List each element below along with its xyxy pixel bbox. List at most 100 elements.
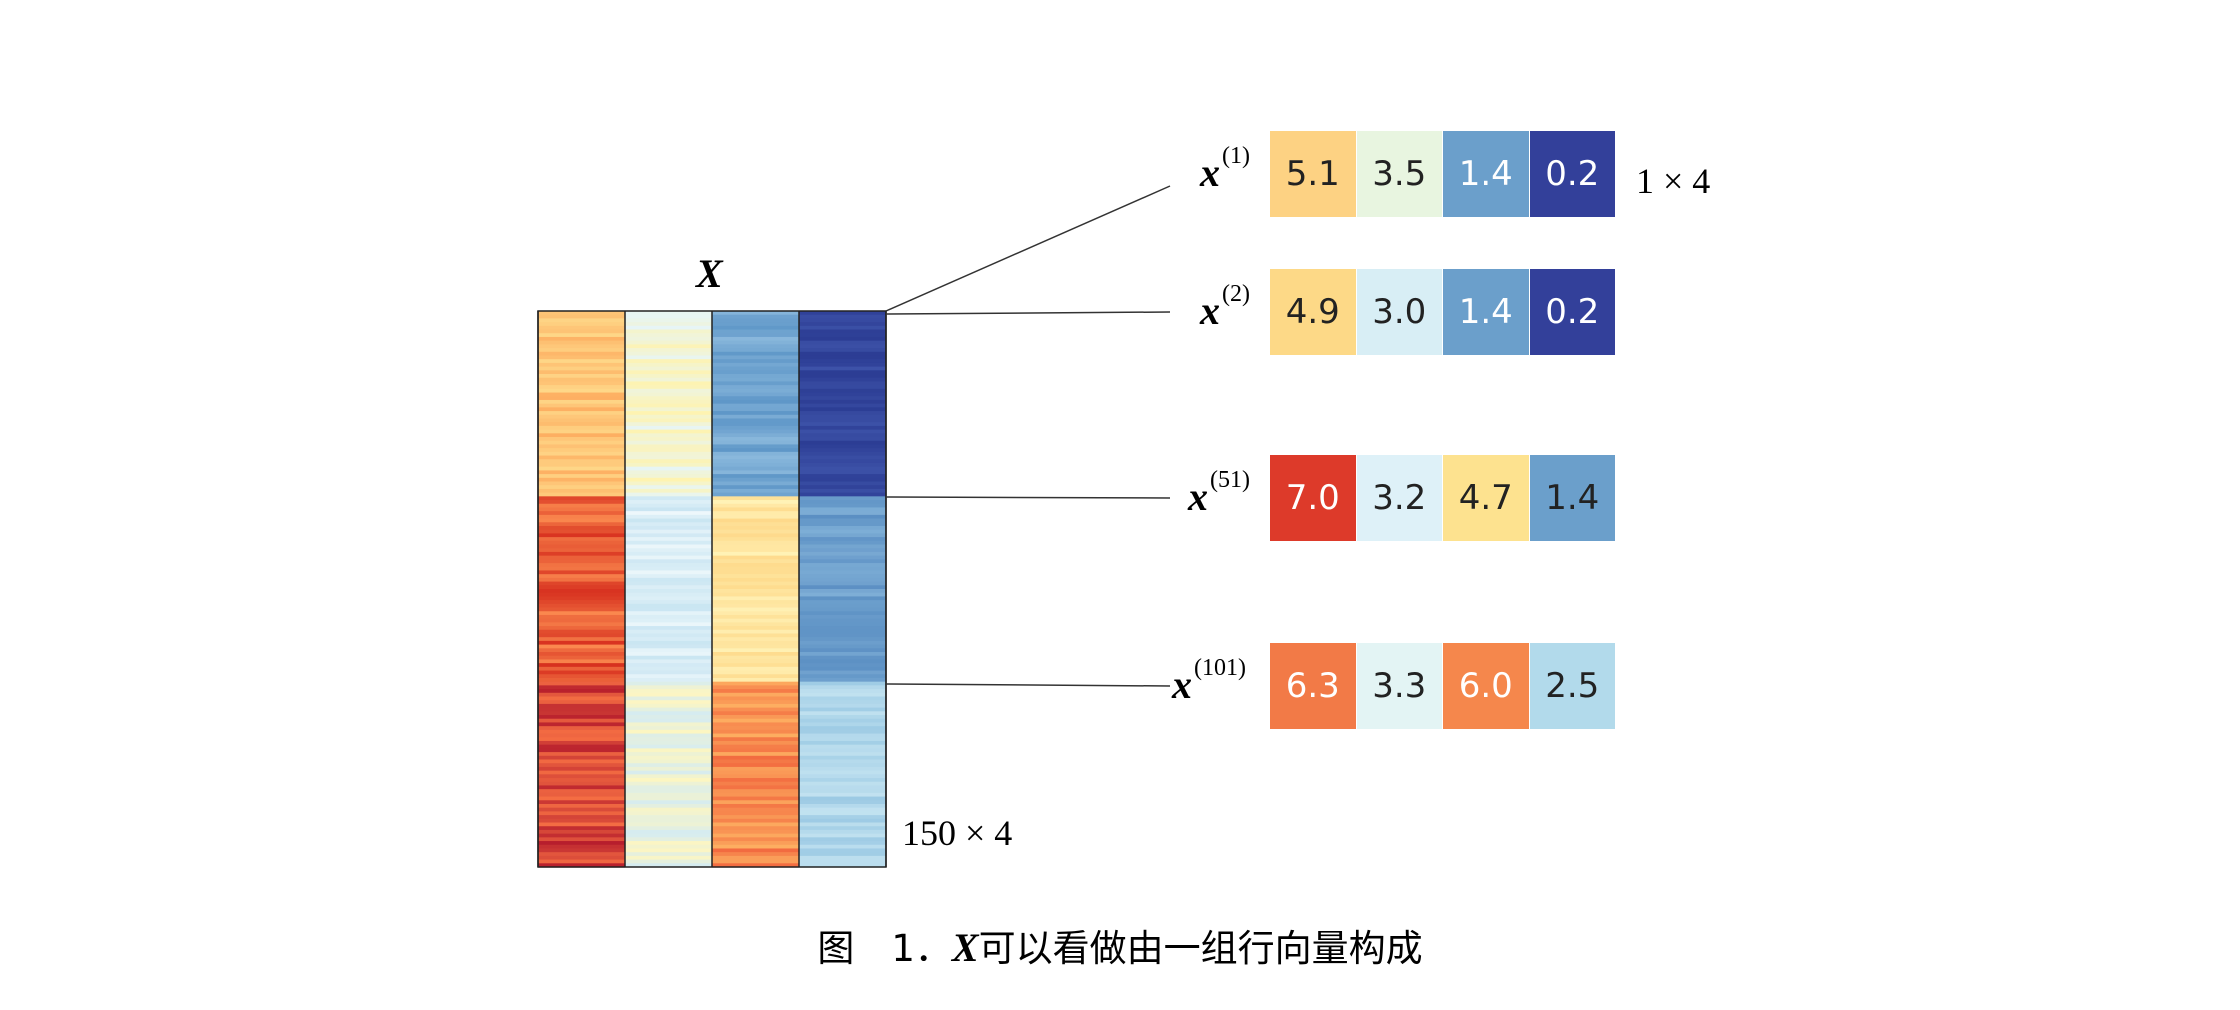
heatmap-stripe [799,496,886,501]
heatmap-stripe [538,555,625,560]
heatmap-stripe [712,837,799,842]
heatmap-stripe [799,740,886,746]
heatmap-stripe [538,459,625,464]
heatmap-stripe [712,551,799,557]
heatmap-stripe [538,422,625,427]
heatmap-stripe [538,503,625,509]
heatmap-stripe [538,818,625,824]
heatmap-stripe [538,548,625,553]
heatmap-stripe [712,652,799,657]
heatmap-stripe [712,574,799,579]
heatmap-stripe [538,429,625,434]
heatmap-stripe [625,370,712,375]
heatmap-stripe [538,633,625,638]
heatmap-stripe [538,585,625,590]
heatmap-stripe [712,533,799,538]
row-vector-index: (2) [1222,281,1250,307]
heatmap-stripe [799,385,886,390]
heatmap-stripe [799,603,886,609]
row-vector-cell: 3.2 [1356,455,1442,541]
caption-variable: X [951,925,979,970]
row-vector-cell: 7.0 [1270,455,1356,541]
heatmap-stripe [712,496,799,501]
connector-line [885,683,1171,687]
heatmap-stripe [712,626,799,631]
row-vector-symbol: x [1188,474,1208,519]
heatmap-stripe [799,388,886,394]
heatmap-stripe [799,359,886,364]
heatmap-stripe [538,833,625,838]
heatmap-stripe [712,329,799,334]
heatmap-stripe [625,377,712,383]
heatmap-stripe [799,314,886,320]
heatmap-stripe [625,759,712,764]
row-vector-cell: 4.7 [1443,455,1529,541]
heatmap-stripe [712,414,799,420]
heatmap-stripe [799,581,886,586]
heatmap-stripe [625,537,712,542]
heatmap-stripe [712,733,799,738]
heatmap-stripe [712,466,799,471]
heatmap-stripe [538,470,625,475]
heatmap-stripe [538,311,625,316]
heatmap-stripe [625,718,712,724]
heatmap-stripe [799,574,886,579]
heatmap-stripe [538,385,625,390]
heatmap-stripe [712,448,799,453]
heatmap-stripe [538,485,625,490]
heatmap-stripe [625,696,712,701]
heatmap-stripe [799,381,886,386]
heatmap-stripe [712,722,799,727]
heatmap-stripe [538,574,625,579]
heatmap-stripe [799,863,886,868]
heatmap-stripe [712,440,799,446]
heatmap-stripe [799,355,886,360]
heatmap-stripe [625,359,712,364]
heatmap-stripe [625,618,712,623]
heatmap-stripe [712,577,799,583]
heatmap-stripe [799,507,886,512]
heatmap-stripe [799,815,886,820]
heatmap-stripe [625,559,712,564]
heatmap-stripe [625,807,712,812]
heatmap-stripe [799,666,886,672]
heatmap-stripe [538,733,625,738]
heatmap-stripe [712,548,799,553]
heatmap-stripe [799,614,886,620]
heatmap-stripe [625,722,712,727]
heatmap-stripe [625,551,712,557]
heatmap-stripe [538,414,625,420]
heatmap-stripe [538,700,625,705]
row-vector-label: x(51) [1188,467,1250,520]
heatmap-stripe [538,640,625,646]
heatmap-stripe [538,340,625,345]
heatmap-stripe [799,807,886,812]
heatmap-stripe [625,455,712,460]
heatmap-stripe [712,351,799,357]
heatmap-stripe [538,692,625,698]
heatmap-stripe [799,322,886,327]
heatmap-stripe [712,488,799,494]
heatmap-stripe [799,796,886,801]
heatmap-stripe [538,770,625,775]
matrix-heatmap [538,311,886,868]
heatmap-stripe [625,740,712,746]
heatmap-stripe [799,577,886,583]
heatmap-stripe [712,529,799,534]
heatmap-stripe [712,603,799,609]
heatmap-stripe [538,800,625,805]
heatmap-stripe [625,863,712,868]
heatmap-stripe [799,822,886,827]
heatmap-stripe [799,329,886,334]
heatmap-stripe [625,336,712,342]
heatmap-stripe [799,418,886,423]
heatmap-stripe [712,507,799,512]
heatmap-stripe [712,618,799,623]
heatmap-stripe [799,511,886,516]
heatmap-stripe [538,826,625,831]
heatmap-stripe [799,333,886,338]
heatmap-stripe [712,589,799,594]
heatmap-stripe [712,763,799,768]
row-vector-symbol: x [1200,288,1220,333]
heatmap-stripe [712,803,799,809]
